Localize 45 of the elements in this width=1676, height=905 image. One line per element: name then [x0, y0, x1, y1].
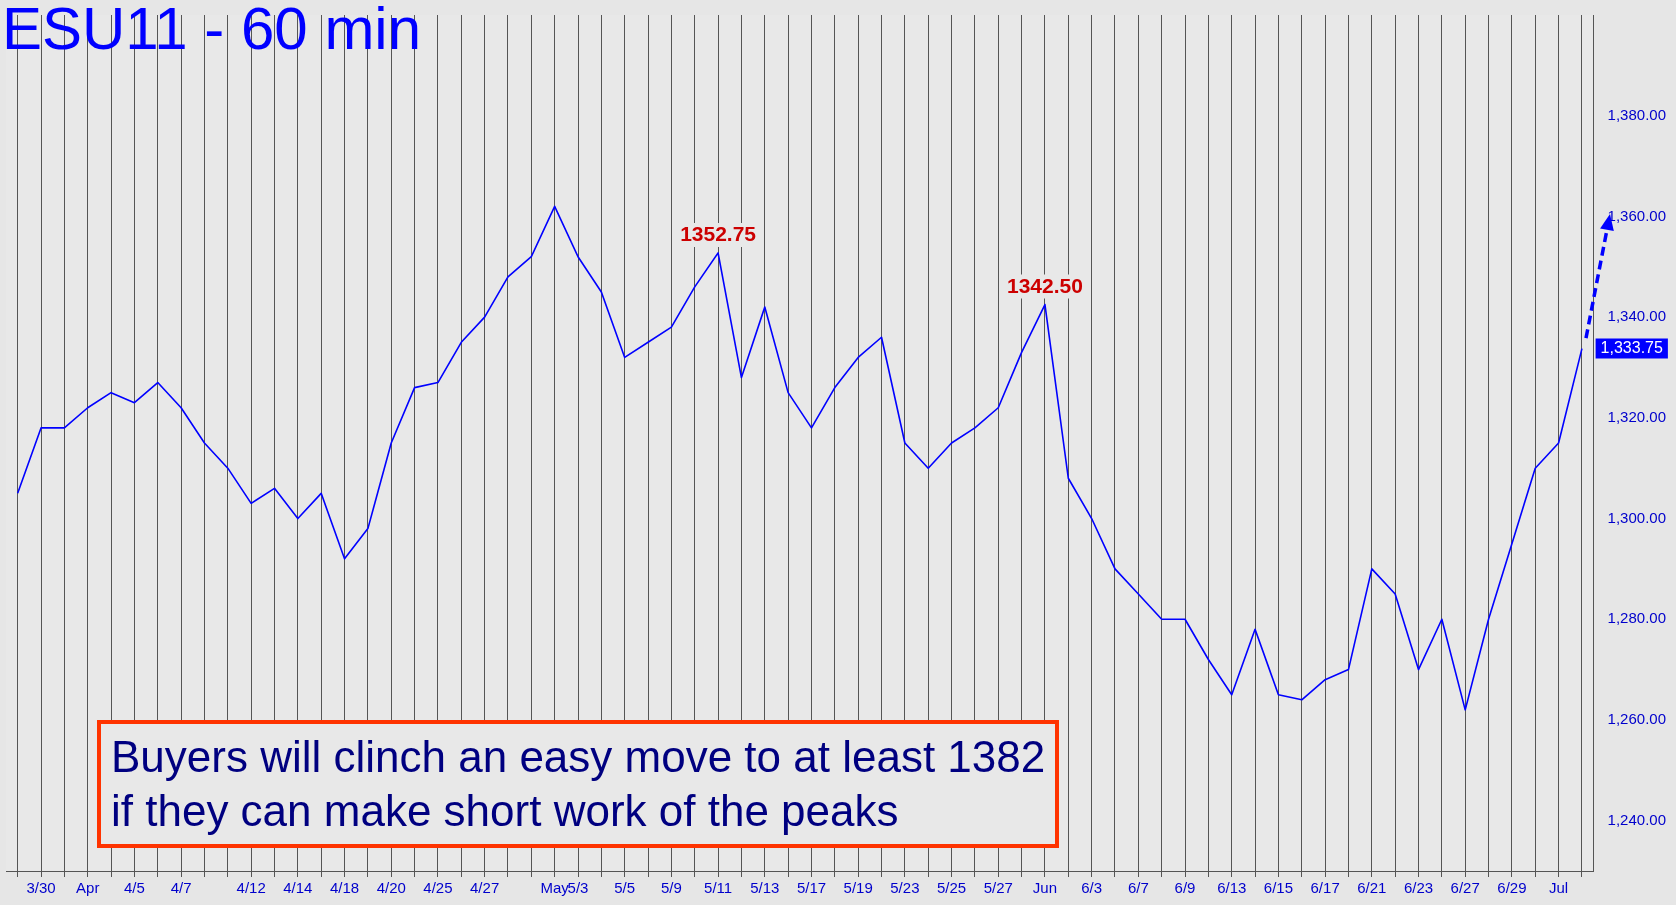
x-tick-label: 4/18: [329, 879, 360, 897]
x-tick-label: 6/3: [1081, 879, 1103, 897]
x-tick-label: 4/12: [236, 879, 266, 897]
x-tick-label: 5/23: [890, 879, 920, 897]
x-tick-label: 6/21: [1357, 879, 1387, 897]
x-tick-label: 5/13: [750, 879, 780, 897]
x-tick-label: 5/17: [796, 879, 827, 897]
x-tick-label: 6/17: [1310, 879, 1340, 897]
annotation: 1342.50: [1006, 273, 1083, 297]
annotation: 1352.75: [680, 222, 757, 246]
y-tick-label: 1,260.00: [1607, 710, 1666, 728]
x-tick-label: 6/9: [1174, 879, 1196, 897]
x-tick-label: 3/30: [26, 879, 56, 897]
y-tick-label: 1,340.00: [1607, 307, 1666, 325]
x-tick-label: 5/5: [614, 879, 636, 897]
x-tick-label: 5/9: [660, 879, 682, 897]
x-tick-label: 5/3: [567, 879, 589, 897]
x-tick-label: 5/25: [936, 879, 967, 897]
x-tick-label: 4/25: [423, 879, 453, 897]
x-tick-label: 6/27: [1450, 879, 1480, 897]
x-tick-label: 6/23: [1403, 879, 1434, 897]
x-tick-label: 5/11: [704, 879, 733, 897]
x-tick-label: 6/13: [1217, 879, 1247, 897]
x-tick-label: 4/14: [283, 879, 313, 897]
x-tick-label: 6/7: [1127, 879, 1149, 897]
x-tick-label: 4/7: [170, 879, 192, 897]
x-tick-label: 6/29: [1497, 879, 1527, 897]
x-tick-label: 4/5: [123, 879, 145, 897]
text: 1,333.75: [1600, 338, 1663, 356]
y-tick-label: 1,280.00: [1607, 609, 1666, 627]
x-tick-label: 4/20: [376, 879, 406, 897]
annotation: Buyers will clinch an easy move to at least 1382 if they can make short work of the peaks: [97, 720, 1060, 848]
y-tick-label: 1,320.00: [1607, 407, 1666, 425]
x-tick-label: 5/19: [843, 879, 873, 897]
x-tick-label: Jul: [1549, 879, 1569, 897]
x-tick-label: Jun: [1032, 879, 1058, 897]
y-tick-label: 1,240.00: [1607, 810, 1666, 828]
x-tick-label: May: [540, 879, 570, 897]
y-tick-label: 1,360.00: [1607, 206, 1666, 224]
y-tick-label: 1,380.00: [1607, 105, 1666, 123]
x-tick-label: 5/27: [983, 879, 1013, 897]
x-tick-label: 6/15: [1263, 879, 1294, 897]
x-tick-label: Apr: [76, 879, 100, 897]
y-tick-label: 1,300.00: [1607, 508, 1666, 526]
x-tick-label: 4/27: [470, 879, 500, 897]
